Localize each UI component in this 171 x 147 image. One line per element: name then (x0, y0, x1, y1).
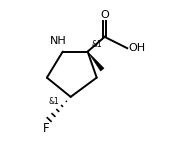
Text: O: O (100, 10, 109, 20)
Text: NH: NH (50, 36, 67, 46)
Text: OH: OH (128, 43, 146, 53)
Text: &1: &1 (49, 97, 59, 106)
Text: F: F (42, 122, 49, 135)
Text: &1: &1 (91, 40, 102, 49)
Polygon shape (88, 52, 104, 71)
